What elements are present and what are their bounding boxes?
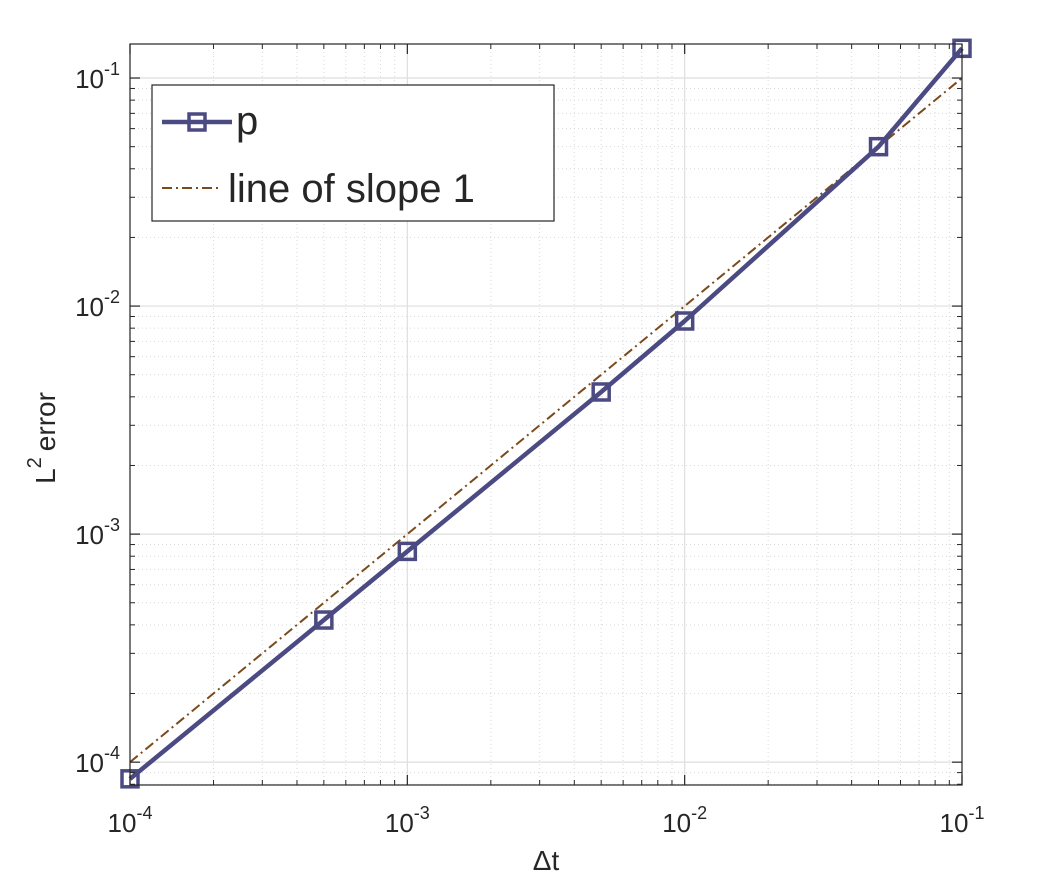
- series-line-p: [128, 46, 964, 781]
- y-tick-label: 10-1: [75, 59, 120, 94]
- y-axis-label-suffix: error: [30, 392, 61, 451]
- y-tick-label: 10-3: [75, 515, 120, 550]
- x-tick-label: 10-4: [108, 803, 153, 838]
- legend-label-slope: line of slope 1: [228, 167, 475, 211]
- x-tick-label: 10-2: [662, 803, 707, 838]
- y-tick-labels: 10-4 10-3 10-2 10-1: [75, 59, 120, 778]
- data-point-p: [314, 610, 334, 630]
- tick-marks: [129, 44, 963, 785]
- legend-label-p: p: [236, 99, 258, 143]
- y-axis-label: L2 error: [24, 392, 61, 484]
- series-layer: [120, 38, 972, 789]
- data-point-p: [674, 311, 695, 331]
- y-axis-label-superscript: 2: [24, 457, 46, 468]
- legend-box: [151, 84, 555, 222]
- plot-frame: [129, 43, 963, 786]
- data-point-p: [397, 541, 418, 562]
- data-point-p: [868, 136, 889, 157]
- x-tick-label: 10-3: [385, 803, 430, 838]
- legend: p line of slope 1: [151, 84, 555, 222]
- y-tick-label: 10-4: [75, 743, 120, 778]
- y-axis-label-main: L: [30, 468, 61, 484]
- x-tick-labels: 10-4 10-3 10-2 10-1: [108, 803, 985, 838]
- y-tick-label: 10-2: [75, 287, 120, 322]
- legend-marker-p: [187, 112, 207, 132]
- data-point-p: [591, 382, 611, 402]
- x-axis-label: Δt: [533, 845, 560, 876]
- x-tick-label: 10-1: [940, 803, 985, 838]
